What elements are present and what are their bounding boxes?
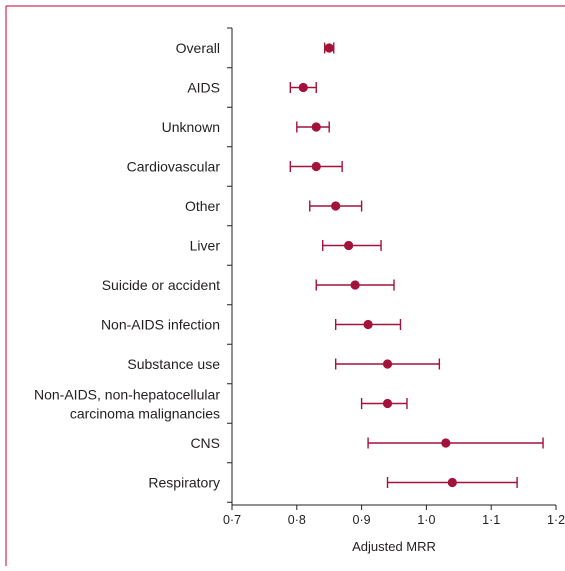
category-label: Unknown [162,119,220,135]
category-label: Non-AIDS, non-hepatocellular [34,387,220,403]
estimate-point [441,438,451,448]
category-label: Cardiovascular [127,159,221,175]
category-label: CNS [190,435,220,451]
estimate-point [311,122,321,132]
category-label: carcinoma malignancies [70,406,220,422]
x-tick-label: 0·7 [223,513,241,527]
category-label: Suicide or accident [102,277,220,293]
category-label: Substance use [127,356,220,372]
category-label: Liver [190,238,221,254]
estimate-point [350,280,360,290]
estimate-point [311,161,321,172]
x-axis-title: Adjusted MRR [352,539,436,554]
category-label: Respiratory [148,475,220,491]
estimate-point [363,319,373,330]
x-tick-label: 0·9 [353,513,371,527]
x-tick-label: 0·8 [288,513,306,527]
x-ticks-layer: 0·7 0·8 0·9 1·0 1·1 1·2 [223,505,565,527]
estimate-point [331,201,341,211]
estimate-point [298,82,308,93]
category-label: Other [185,198,220,214]
x-tick-label: 1·1 [482,513,500,527]
x-tick-label: 1·0 [417,513,435,527]
estimate-point [382,398,393,409]
estimate-point [344,240,354,251]
category-label: Non-AIDS infection [101,317,220,333]
category-label: AIDS [187,80,220,96]
x-tick-label: 1·2 [547,513,565,527]
estimate-point [447,477,457,488]
estimate-point [324,43,334,53]
rows-layer: Overall AIDS Unknown Cardiovascular Other Liv… [34,27,544,503]
category-label: Overall [176,40,220,56]
estimate-point [382,359,393,369]
